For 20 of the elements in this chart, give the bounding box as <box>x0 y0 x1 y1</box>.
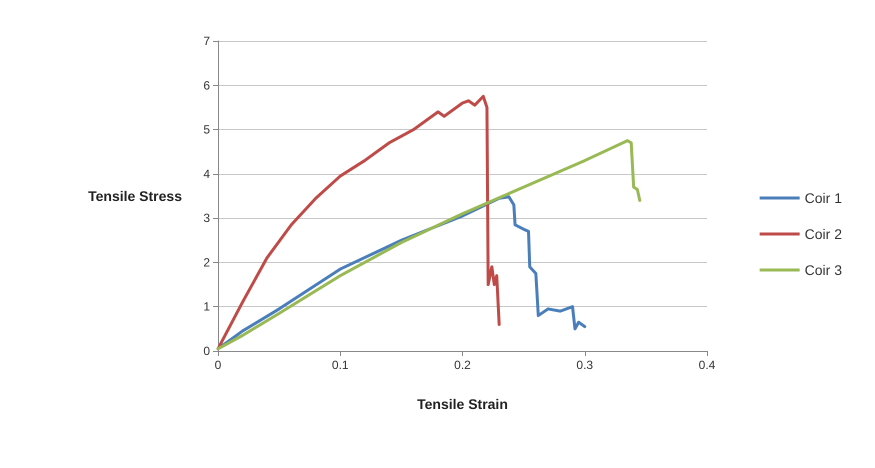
y-tick-label: 3 <box>203 211 210 226</box>
y-tick-label: 4 <box>203 166 210 181</box>
legend-label: Coir 1 <box>804 190 842 206</box>
legend-label: Coir 3 <box>804 262 842 278</box>
y-tick-label: 6 <box>203 78 210 92</box>
y-tick-label: 2 <box>203 255 210 270</box>
x-tick-label: 0.3 <box>576 358 594 372</box>
y-axis-title: Tensile Stress <box>88 188 182 204</box>
x-axis-title: Tensile Strain <box>417 396 508 412</box>
y-tick-label: 1 <box>203 300 210 314</box>
y-tick-label: 0 <box>203 344 210 358</box>
y-tick-label: 7 <box>203 34 210 48</box>
x-tick-label: 0.1 <box>332 358 349 372</box>
x-tick-label: 0.4 <box>698 358 716 372</box>
legend-label: Coir 2 <box>804 226 842 242</box>
y-tick-label: 5 <box>203 122 210 137</box>
x-tick-label: 0.2 <box>454 358 472 372</box>
line-series <box>216 139 642 350</box>
line-series <box>216 94 501 350</box>
x-tick-label: 0 <box>214 358 222 372</box>
